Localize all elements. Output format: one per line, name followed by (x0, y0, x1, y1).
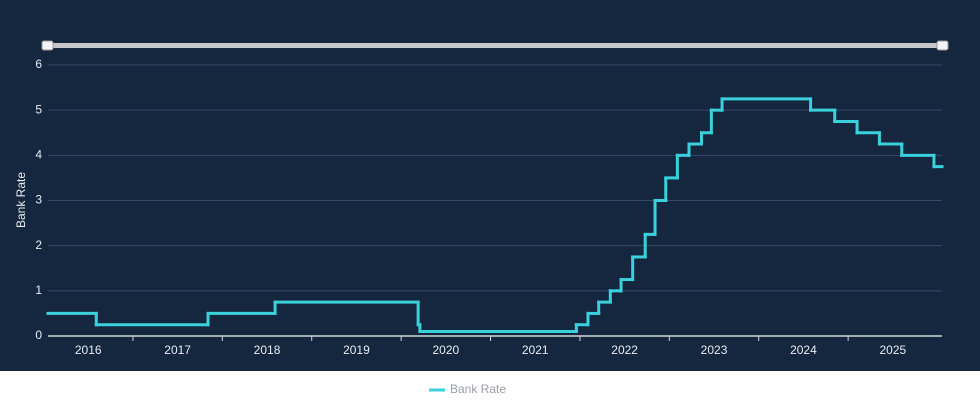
y-tick-label: 3 (35, 193, 42, 207)
x-tick-label: 2022 (611, 343, 638, 357)
y-tick-label: 0 (35, 328, 42, 342)
y-axis-title: Bank Rate (14, 172, 28, 228)
x-tick-label: 2016 (75, 343, 102, 357)
y-tick-label: 2 (35, 238, 42, 252)
x-tick-label: 2023 (701, 343, 728, 357)
x-tick-label: 2017 (164, 343, 191, 357)
slider-handle[interactable] (936, 40, 949, 51)
y-tick-label: 5 (35, 102, 42, 116)
range-slider[interactable] (44, 43, 948, 48)
plot-background (0, 0, 980, 371)
x-tick-label: 2025 (879, 343, 906, 357)
y-tick-label: 1 (35, 283, 42, 297)
y-tick-label: 6 (35, 57, 42, 71)
legend-label[interactable]: Bank Rate (450, 382, 506, 396)
x-tick-label: 2020 (432, 343, 459, 357)
x-tick-label: 2018 (254, 343, 281, 357)
x-tick-label: 2021 (522, 343, 549, 357)
slider-handle[interactable] (41, 40, 54, 51)
y-tick-label: 4 (35, 148, 42, 162)
x-tick-label: 2024 (790, 343, 817, 357)
x-tick-label: 2019 (343, 343, 370, 357)
